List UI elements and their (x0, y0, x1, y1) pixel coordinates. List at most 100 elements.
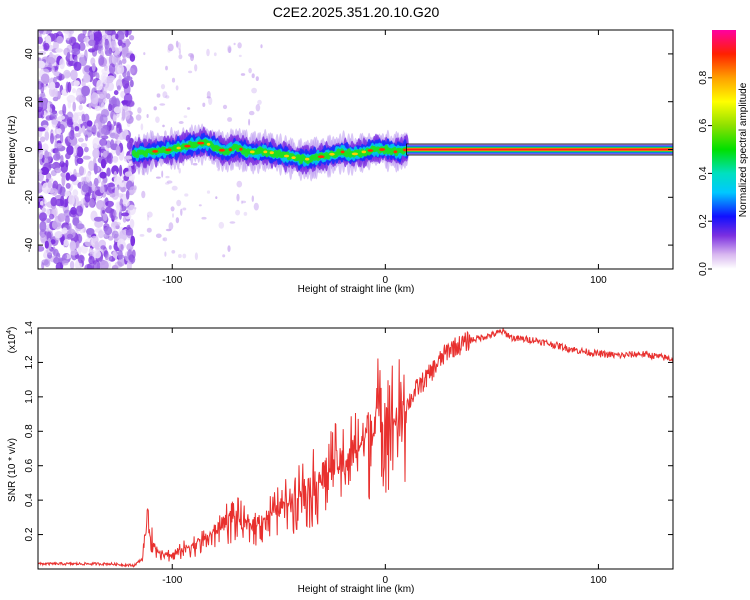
noise-blob (40, 91, 46, 98)
noise-blob (91, 183, 96, 192)
speckle (178, 167, 181, 174)
noise-blob (117, 64, 125, 75)
noise-blob (111, 215, 118, 220)
noise-blob (99, 138, 108, 147)
noise-blob (72, 189, 79, 197)
noise-blob (78, 104, 83, 111)
speckle (153, 106, 157, 111)
speckle (248, 110, 255, 116)
speckle (168, 222, 174, 231)
noise-blob (129, 218, 135, 229)
speckle (237, 42, 242, 49)
noise-blob (60, 172, 67, 178)
snr-xlabel: Height of straight line (km) (298, 584, 415, 595)
noise-blob (113, 176, 123, 187)
noise-blob (104, 226, 113, 236)
speckle (143, 52, 146, 56)
noise-blob (73, 61, 82, 71)
noise-blob (123, 83, 131, 96)
speckle (159, 103, 166, 106)
speckle (165, 65, 168, 71)
noise-blob (65, 182, 71, 189)
noise-blob (94, 219, 103, 228)
noise-blob (38, 245, 45, 252)
speckle (206, 48, 210, 57)
colorbar-label: Normalized spectral amplitude (738, 82, 749, 217)
speckle (180, 208, 183, 216)
speckle (228, 46, 232, 54)
noise-blob (106, 254, 113, 262)
ridge-peak (263, 150, 268, 154)
noise-blob (104, 39, 110, 51)
speckle (218, 221, 225, 229)
speckle (236, 180, 243, 188)
noise-blob (75, 223, 85, 230)
noise-blob (53, 76, 57, 84)
speckle (255, 76, 259, 81)
noise-blob (92, 148, 100, 159)
speckle (175, 40, 179, 48)
ridge-peak (340, 150, 345, 154)
noise-blob (56, 143, 63, 149)
noise-blob (129, 53, 136, 62)
noise-blob (41, 198, 47, 208)
speckle (175, 217, 180, 224)
noise-blob (61, 174, 66, 187)
noise-blob (96, 79, 103, 91)
noise-blob (80, 143, 88, 148)
noise-blob (111, 264, 119, 269)
noise-blob (70, 206, 77, 215)
noise-blob (84, 238, 94, 247)
speckle (222, 104, 228, 110)
noise-blob (115, 30, 125, 42)
noise-blob (73, 80, 80, 87)
figure-title: C2E2.2025.351.20.10.G20 (273, 4, 440, 20)
ridge-peak (284, 154, 289, 158)
noise-blob (86, 120, 93, 127)
speckle (161, 170, 164, 178)
speckle (133, 185, 137, 191)
colorbar-gradient (712, 30, 736, 269)
noise-blob (81, 85, 90, 97)
speckle (206, 96, 211, 99)
noise-blob (84, 134, 89, 142)
speckle (165, 175, 170, 179)
noise-blob (106, 93, 111, 100)
noise-blob (38, 60, 46, 69)
noise-blob (124, 155, 133, 160)
noise-blob (49, 213, 55, 220)
noise-blob (60, 162, 68, 173)
speckle (213, 52, 217, 57)
noise-blob (108, 103, 113, 112)
speckle (178, 254, 182, 258)
noise-blob (117, 39, 123, 46)
noise-blob (112, 156, 119, 163)
ridge-peak (197, 141, 205, 145)
noise-blob (118, 74, 122, 83)
speckle (257, 99, 262, 105)
noise-blob (93, 250, 102, 259)
noise-blob (65, 172, 71, 181)
noise-blob (65, 81, 69, 94)
noise-blob (67, 99, 72, 109)
svg-text:(x104): (x104) (6, 327, 18, 354)
noise-blob (78, 42, 86, 52)
noise-blob (44, 131, 50, 141)
noise-blob (50, 188, 58, 196)
snr-xtick-label: 0 (383, 575, 389, 586)
noise-blob (38, 149, 44, 160)
noise-blob (53, 256, 61, 265)
spectrogram-ytick-label: -20 (24, 190, 35, 205)
spectrogram-ytick-label: -40 (24, 237, 35, 252)
spectrogram-panel: -100 0 100 -40 -20 0 20 40 Height of straight l… (7, 29, 674, 295)
noise-blob (106, 154, 112, 164)
snr-axes: -100 0 100 0.2 0.4 0.6 0.8 1.0 1.2 1.4 (24, 321, 673, 586)
speckle (146, 114, 149, 118)
speckle (227, 117, 233, 122)
noise-blob (72, 101, 76, 112)
noise-blob (99, 93, 104, 100)
noise-blob (121, 212, 130, 217)
noise-blob (50, 133, 54, 145)
speckle (163, 237, 168, 242)
speckle (241, 200, 247, 204)
